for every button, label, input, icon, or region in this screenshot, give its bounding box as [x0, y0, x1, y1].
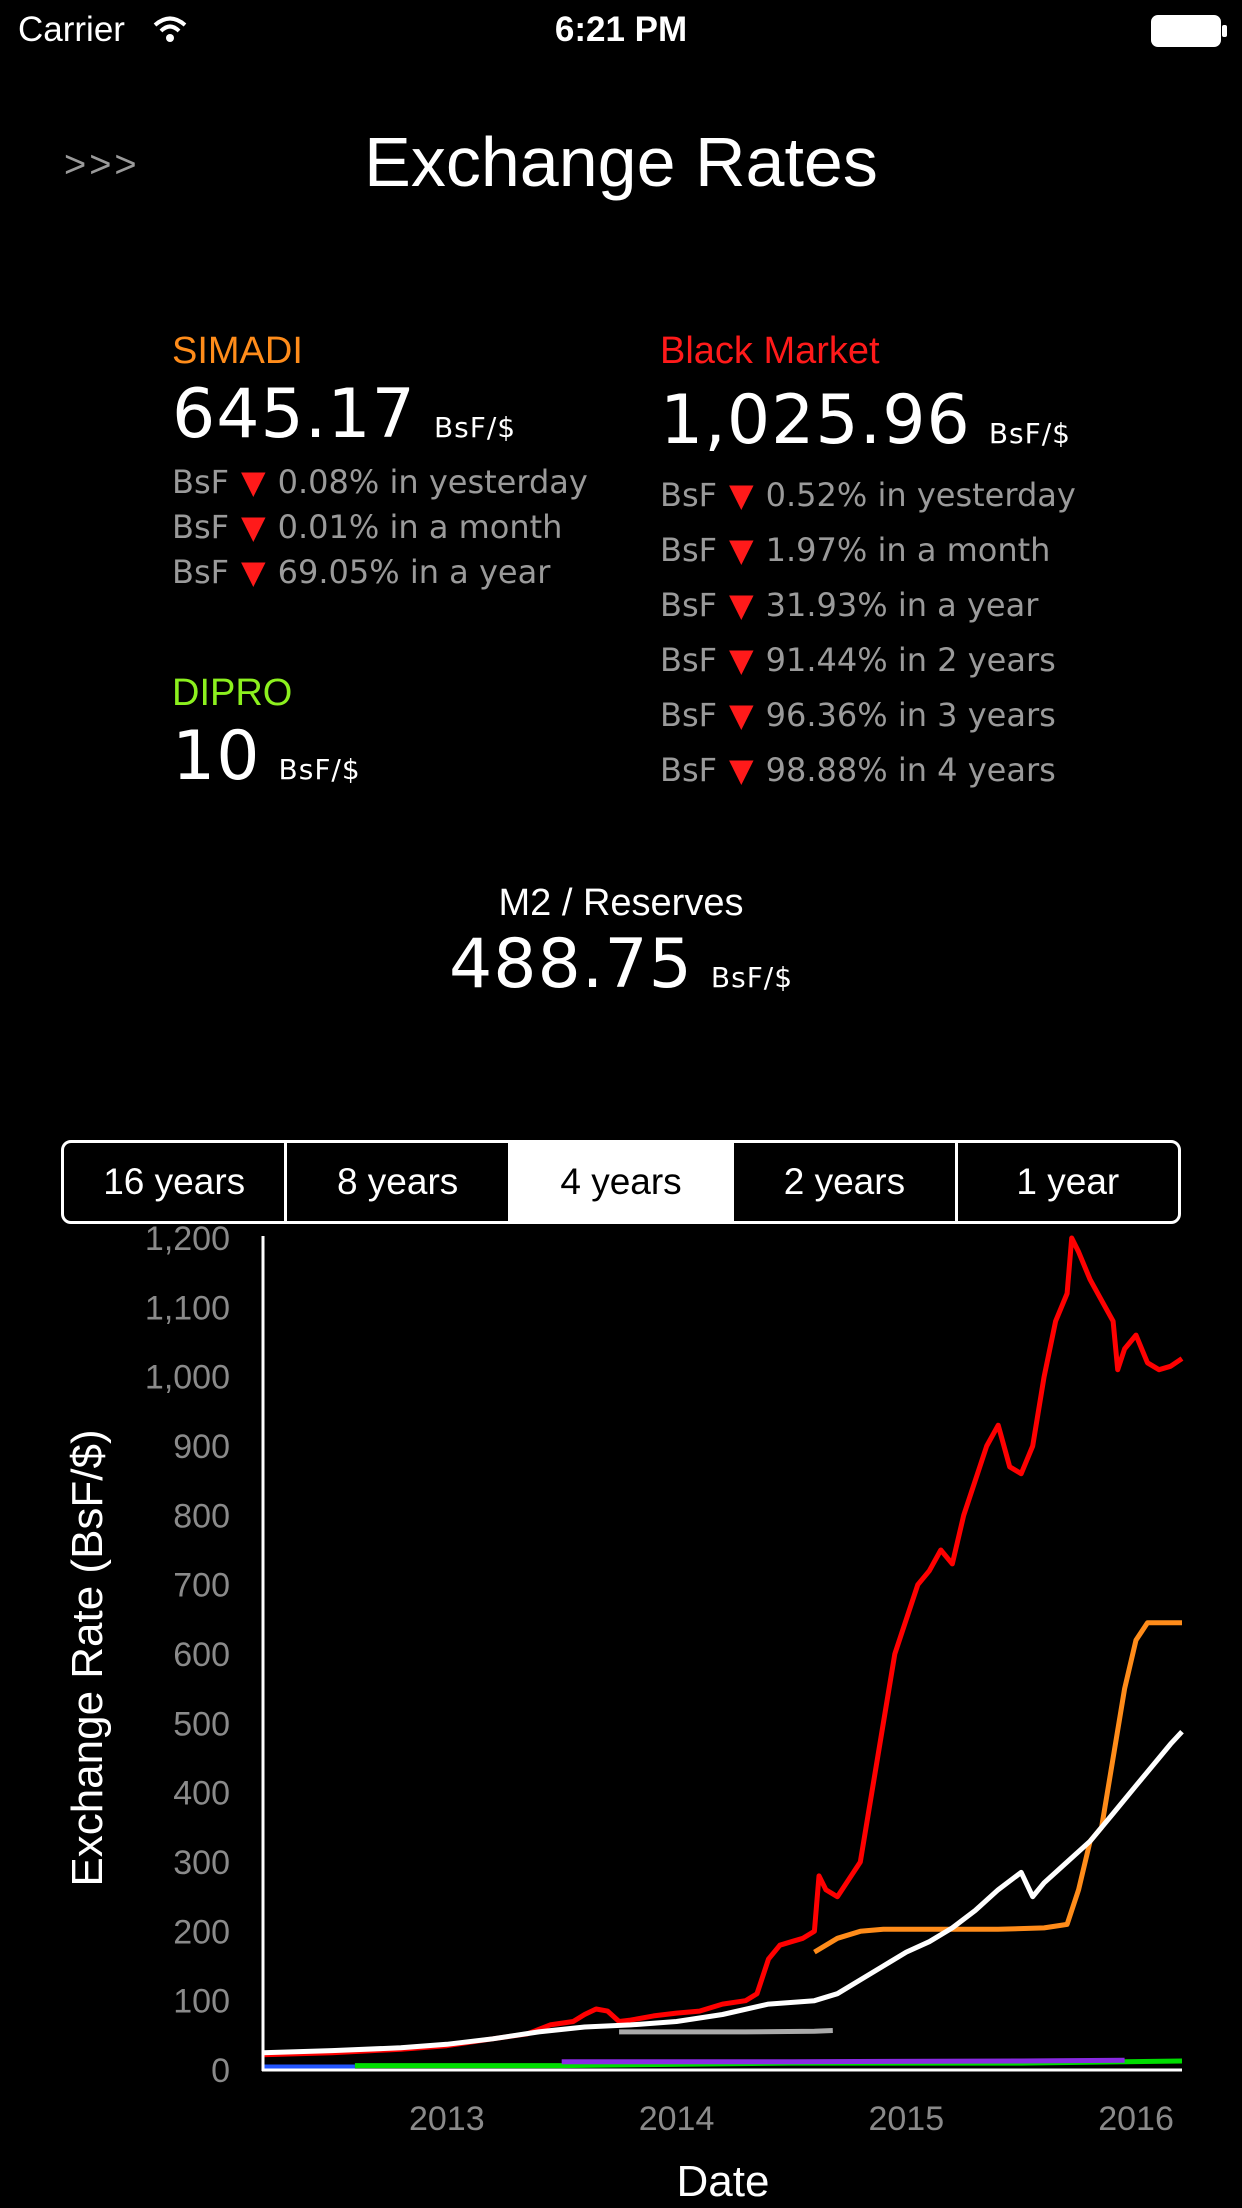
y-tick-label: 200 [173, 1913, 230, 1951]
carrier-label: Carrier [18, 10, 125, 49]
black-market-unit: BsF/$ [988, 417, 1071, 450]
series-line-0 [262, 1235, 1184, 2058]
x-tick-label: 2015 [868, 2100, 944, 2138]
series-line-5 [561, 2057, 1125, 2065]
change-text: 31.93% in a year [765, 586, 1039, 624]
simadi-block: SIMADI 645.17 BsF/$ BsF ▼ 0.08% in yesterda… [172, 330, 588, 595]
black-market-label: Black Market [660, 330, 880, 372]
y-tick-label: 1,000 [145, 1359, 230, 1397]
currency-prefix: BsF [660, 531, 718, 569]
y-tick-label: 300 [173, 1844, 230, 1882]
down-arrow-icon: ▼ [241, 463, 266, 501]
y-tick-label: 600 [173, 1636, 230, 1674]
x-tick-label: 2016 [1098, 2100, 1174, 2138]
black-market-value: 1,025.96 [660, 381, 971, 460]
y-tick-label: 800 [173, 1497, 230, 1535]
change-row: BsF ▼ 1.97% in a month [660, 523, 1076, 578]
down-arrow-icon: ▼ [241, 508, 266, 546]
change-text: 96.36% in 3 years [765, 696, 1056, 734]
change-row: BsF ▼ 69.05% in a year [172, 550, 588, 595]
down-arrow-icon: ▼ [729, 751, 754, 789]
series-line-3 [619, 2028, 833, 2035]
y-axis-label: Exchange Rate (BsF/$) [63, 1429, 112, 1886]
dipro-unit: BsF/$ [278, 753, 361, 786]
y-tick-label: 0 [211, 2052, 230, 2090]
y-tick-label: 900 [173, 1428, 230, 1466]
x-tick-label: 2013 [409, 2100, 485, 2138]
black-market-block: Black Market 1,025.96 BsF/$ BsF ▼ 0.52% in … [660, 330, 1076, 798]
down-arrow-icon: ▼ [729, 641, 754, 679]
change-text: 0.52% in yesterday [765, 476, 1076, 514]
down-arrow-icon: ▼ [729, 586, 754, 624]
down-arrow-icon: ▼ [241, 553, 266, 591]
y-tick-label: 500 [173, 1705, 230, 1743]
wifi-icon [153, 16, 187, 42]
down-arrow-icon: ▼ [729, 476, 754, 514]
currency-prefix: BsF [660, 696, 718, 734]
m2-label: M2 / Reserves [498, 882, 744, 924]
change-row: BsF ▼ 0.08% in yesterday [172, 460, 588, 505]
exchange-rate-chart: 0 100 200 300 400 500 600 700 800 900 1,000 1,100 1,… [63, 1224, 1184, 2206]
currency-prefix: BsF [660, 476, 718, 514]
y-tick-label: 100 [173, 1983, 230, 2021]
change-row: BsF ▼ 98.88% in 4 years [660, 743, 1076, 798]
range-option-8-years[interactable]: 8 years [287, 1143, 511, 1221]
y-tick-label: 1,200 [145, 1224, 230, 1258]
page-title: Exchange Rates [364, 123, 878, 201]
change-text: 1.97% in a month [765, 531, 1051, 569]
series-line-1 [813, 1620, 1182, 1955]
range-option-2-years[interactable]: 2 years [734, 1143, 958, 1221]
m2-unit: BsF/$ [710, 961, 794, 994]
change-text: 69.05% in a year [277, 553, 551, 591]
simadi-unit: BsF/$ [433, 411, 517, 444]
change-text: 0.01% in a month [277, 508, 563, 546]
change-row: BsF ▼ 31.93% in a year [660, 578, 1076, 633]
change-row: BsF ▼ 0.01% in a month [172, 505, 588, 550]
y-tick-label: 400 [173, 1775, 230, 1813]
simadi-value: 645.17 [172, 375, 416, 454]
change-row: BsF ▼ 0.52% in yesterday [660, 468, 1076, 523]
battery-icon [1151, 15, 1227, 47]
currency-prefix: BsF [660, 641, 718, 679]
currency-prefix: BsF [172, 508, 230, 546]
down-arrow-icon: ▼ [729, 531, 754, 569]
y-tick-label: 1,100 [145, 1289, 230, 1327]
change-text: 91.44% in 2 years [765, 641, 1056, 679]
menu-button[interactable]: >>> [64, 144, 140, 186]
status-time: 6:21 PM [554, 10, 688, 49]
m2-block: M2 / Reserves 488.75 BsF/$ [0, 882, 1242, 1004]
dipro-value: 10 [172, 717, 261, 796]
simadi-label: SIMADI [172, 330, 303, 372]
range-option-1-year[interactable]: 1 year [1016, 1161, 1120, 1202]
currency-prefix: BsF [172, 463, 230, 501]
range-option-4-years[interactable]: 4 years [510, 1143, 735, 1221]
range-selector: 16 years 8 years 4 years 2 years 1 year [61, 1140, 1181, 1224]
change-text: 0.08% in yesterday [277, 463, 588, 501]
down-arrow-icon: ▼ [729, 696, 754, 734]
series-line-2 [262, 1730, 1184, 2056]
currency-prefix: BsF [660, 586, 718, 624]
dipro-block: DIPRO 10 BsF/$ [172, 672, 361, 796]
dipro-label: DIPRO [172, 672, 293, 714]
currency-prefix: BsF [660, 751, 718, 789]
y-tick-label: 700 [173, 1567, 230, 1605]
m2-value: 488.75 [448, 925, 693, 1004]
currency-prefix: BsF [172, 553, 230, 591]
change-row: BsF ▼ 91.44% in 2 years [660, 633, 1076, 688]
change-text: 98.88% in 4 years [765, 751, 1056, 789]
change-row: BsF ▼ 96.36% in 3 years [660, 688, 1076, 743]
x-tick-label: 2014 [639, 2100, 715, 2138]
x-axis-label: Date [677, 2157, 770, 2206]
range-option-16-years[interactable]: 16 years [64, 1143, 288, 1221]
